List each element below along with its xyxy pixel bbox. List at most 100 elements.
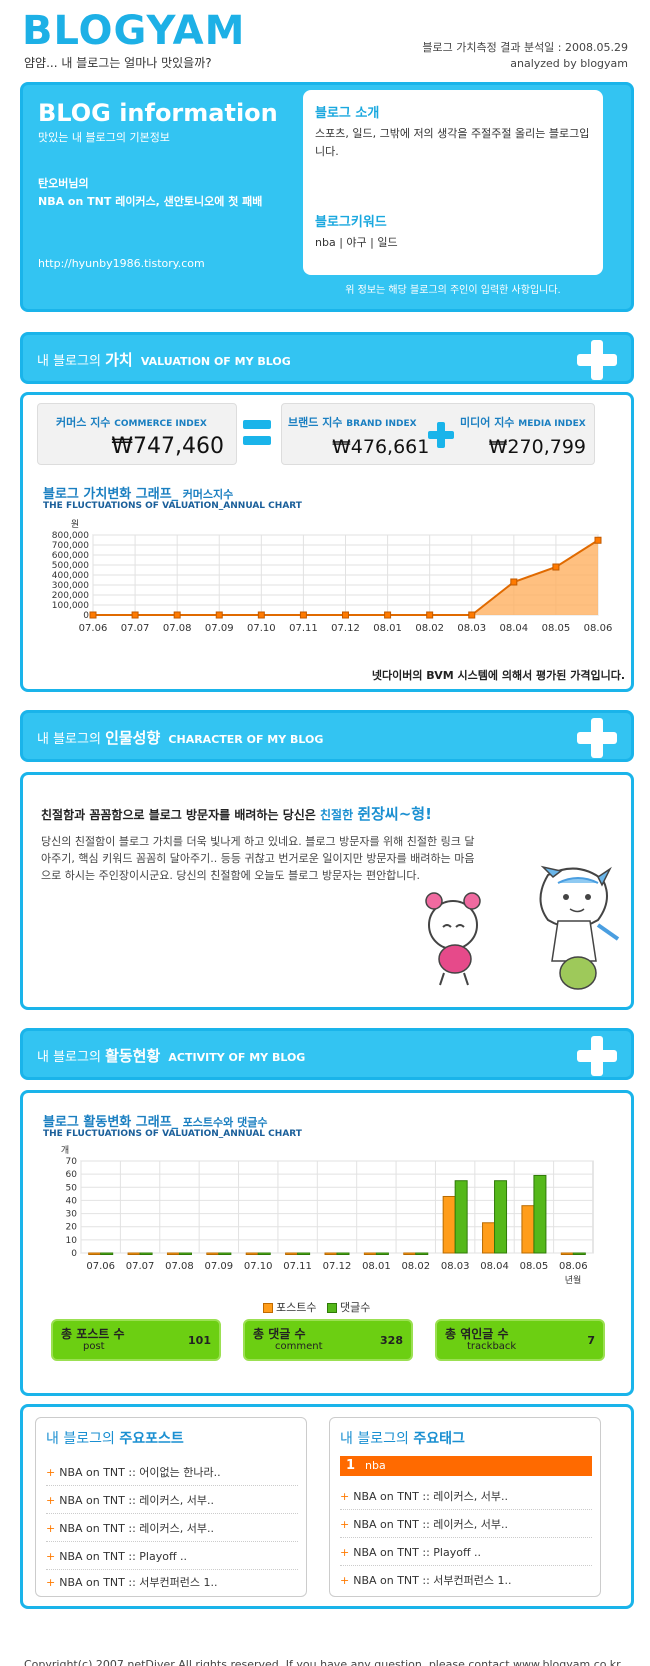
comment-count-en: comment (275, 1341, 323, 1352)
post-bar (560, 1252, 574, 1255)
x-tick-label: 07.07 (121, 623, 150, 634)
equals-icon (243, 420, 271, 446)
y-tick-label: 300,000 (52, 581, 89, 591)
x-tick-label: 07.09 (205, 1261, 234, 1272)
y-tick-label: 0 (71, 1249, 77, 1259)
blogyam-logo[interactable]: BLOGYAM (22, 8, 246, 54)
tag-post-item[interactable]: + NBA on TNT :: Playoff .. (340, 1540, 592, 1566)
expand-plus-icon[interactable] (577, 340, 617, 380)
blog-info-subtitle: 맛있는 내 블로그의 기본정보 (38, 131, 170, 144)
character-bar-title: 내 블로그의 인물성향 CHARACTER OF MY BLOG (37, 727, 323, 748)
plus-icon (428, 422, 454, 448)
y-tick-label: 500,000 (52, 561, 89, 571)
x-tick-label: 07.07 (126, 1261, 155, 1272)
character-headline: 친절함과 꼼꼼함으로 블로그 방문자를 배려하는 당신은 친절한 쥔장씨~형! (41, 803, 432, 824)
bullet-icon: + (46, 1550, 56, 1563)
activity-bar-bold: 활동현황 (105, 1047, 161, 1065)
x-tick-label: 07.09 (205, 623, 234, 634)
post-count-box[interactable]: 총 포스트 수 post 101 (51, 1319, 221, 1361)
comment-bar (454, 1180, 468, 1254)
x-tick-label: 07.12 (323, 1261, 352, 1272)
blog-owner: 탄오버님의 NBA on TNT 레이커스, 샌안토니오에 첫 패배 (38, 175, 283, 211)
x-tick-label: 08.06 (584, 623, 613, 634)
bullet-icon: + (340, 1574, 350, 1587)
post-item[interactable]: + NBA on TNT :: 어이없는 한나라.. (46, 1460, 298, 1486)
commerce-index-label: 커머스 지수 COMMERCE INDEX (56, 414, 207, 430)
x-tick-label: 07.12 (331, 623, 360, 634)
bullet-icon: + (46, 1522, 56, 1535)
valuation-chart-title-sub: 커머스지수 (182, 488, 234, 501)
expand-plus-icon[interactable] (577, 1036, 617, 1076)
character-headline-pre: 친절함과 꼼꼼함으로 블로그 방문자를 배려하는 당신은 (41, 808, 316, 822)
post-bar (88, 1252, 102, 1255)
trackback-count-box[interactable]: 총 엮인글 수 trackback 7 (435, 1319, 605, 1361)
main-tags-title: 내 블로그의 주요태그 (340, 1428, 465, 1448)
main-tags-bold: 주요태그 (413, 1431, 465, 1447)
post-item[interactable]: + NBA on TNT :: Playoff .. (46, 1544, 298, 1570)
character-headline-hl: 친절한 (320, 808, 354, 822)
tag-post-text: NBA on TNT :: 레이커스, 서부.. (353, 1490, 508, 1503)
tag-post-item[interactable]: + NBA on TNT :: 레이커스, 서부.. (340, 1512, 592, 1538)
main-tags-box: 내 블로그의 주요태그 1 nba + NBA on TNT :: 레이커스, 서부… (329, 1417, 601, 1597)
commerce-index-value: ₩747,460 (111, 434, 224, 459)
x-tick-label: 07.10 (244, 1261, 273, 1272)
analysis-date: 블로그 가치측정 결과 분석일 : 2008.05.29 (422, 41, 628, 54)
data-point (215, 611, 223, 619)
post-item-text: NBA on TNT :: 어이없는 한나라.. (59, 1466, 221, 1479)
tag-post-item[interactable]: + NBA on TNT :: 레이커스, 서부.. (340, 1484, 592, 1510)
latest-post-title[interactable]: NBA on TNT 레이커스, 샌안토니오에 첫 패배 (38, 195, 263, 208)
x-tick-label: 08.05 (520, 1261, 549, 1272)
header: BLOGYAM 얌얌... 내 블로그는 얼마나 맛있을까? 블로그 가치측정 … (0, 0, 650, 80)
comment-count-box[interactable]: 총 댓글 수 comment 328 (243, 1319, 413, 1361)
bullet-icon: + (46, 1466, 56, 1479)
tagline: 얌얌... 내 블로그는 얼마나 맛있을까? (24, 56, 212, 70)
main-posts-prefix: 내 블로그의 (46, 1431, 115, 1447)
bullet-icon: + (340, 1490, 350, 1503)
post-bar (324, 1252, 338, 1255)
valuation-chart-title: 블로그 가치변화 그래프_ 커머스지수 (43, 483, 233, 502)
post-item-text: NBA on TNT :: 레이커스, 서부.. (59, 1494, 214, 1507)
data-point (468, 611, 476, 619)
brand-label-ko: 브랜드 지수 (288, 416, 343, 429)
valuation-bar-en: VALUATION OF MY BLOG (140, 355, 291, 368)
y-tick-label: 400,000 (52, 571, 89, 581)
commerce-label-en: COMMERCE INDEX (114, 419, 207, 429)
valuation-chart-en: THE FLUCTUATIONS OF VALUATION_ANNUAL CHA… (43, 501, 302, 511)
post-item[interactable]: + NBA on TNT :: 레이커스, 서부.. (46, 1516, 298, 1542)
post-item[interactable]: + NBA on TNT :: 서부컨퍼런스 1.. (46, 1570, 298, 1596)
keyword-label: 블로그키워드 (315, 215, 387, 230)
data-point (342, 611, 349, 619)
tag-post-item[interactable]: + NBA on TNT :: 서부컨퍼런스 1.. (340, 1568, 592, 1594)
top-tag[interactable]: 1 nba (340, 1456, 592, 1476)
activity-bar-en: ACTIVITY OF MY BLOG (168, 1051, 306, 1064)
data-point (510, 578, 518, 586)
x-tick-label: 07.08 (163, 623, 192, 634)
post-bar (206, 1252, 220, 1255)
main-posts-bold: 주요포스트 (119, 1431, 184, 1447)
blog-url-link[interactable]: http://hyunby1986.tistory.com (38, 257, 205, 270)
brand-index-value: ₩476,661 (332, 436, 430, 458)
bullet-icon: + (46, 1576, 56, 1589)
activity-chart-en: THE FLUCTUATIONS OF VALUATION_ANNUAL CHA… (43, 1129, 302, 1139)
commerce-index-box: 커머스 지수 COMMERCE INDEX ₩747,460 (37, 403, 237, 465)
post-bar (363, 1252, 377, 1255)
comment-bar (494, 1180, 508, 1254)
x-tick-label: 07.06 (79, 623, 108, 634)
bvm-note: 넷다이버의 BVM 시스템에 의해서 평가된 가격입니다. (371, 669, 625, 682)
main-posts-box: 내 블로그의 주요포스트 + NBA on TNT :: 어이없는 한나라.. +… (35, 1417, 307, 1597)
valuation-bar-title: 내 블로그의 가치 VALUATION OF MY BLOG (37, 349, 291, 370)
commerce-label-ko: 커머스 지수 (56, 416, 111, 429)
comment-bar (336, 1252, 350, 1255)
trackback-count-label: 총 엮인글 수 (445, 1327, 509, 1341)
lists-panel: 내 블로그의 주요포스트 + NBA on TNT :: 어이없는 한나라.. +… (20, 1404, 634, 1609)
trackback-count-en: trackback (467, 1341, 517, 1352)
intro-text: 스포츠, 일드, 그밖에 저의 생각을 주절주절 올리는 블로그입니다. (315, 127, 590, 158)
x-tick-label: 07.08 (165, 1261, 194, 1272)
data-point (89, 611, 97, 619)
x-tick-label: 08.06 (559, 1261, 588, 1272)
data-point (173, 611, 181, 619)
post-item[interactable]: + NBA on TNT :: 레이커스, 서부.. (46, 1488, 298, 1514)
tag-post-text: NBA on TNT :: 레이커스, 서부.. (353, 1518, 508, 1531)
valuation-panel: 커머스 지수 COMMERCE INDEX ₩747,460 브랜드 지수 BR… (20, 392, 634, 692)
expand-plus-icon[interactable] (577, 718, 617, 758)
